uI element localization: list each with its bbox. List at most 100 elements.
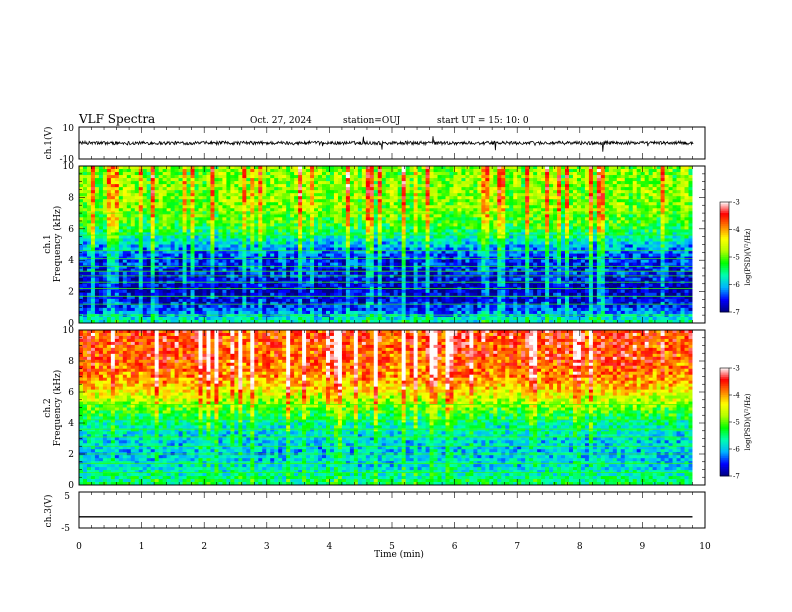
spectrogram-cell bbox=[393, 259, 399, 264]
spectrogram-cell bbox=[110, 217, 116, 221]
spectrogram-cell bbox=[433, 169, 438, 173]
spectrogram-cell bbox=[270, 259, 275, 264]
spectrogram-cell bbox=[246, 181, 251, 185]
spectrogram-cell bbox=[146, 259, 152, 264]
spectrogram-cell bbox=[102, 181, 108, 185]
spectrogram-cell bbox=[90, 181, 96, 185]
spectrogram-cell bbox=[198, 232, 203, 236]
spectrogram-cell bbox=[361, 238, 367, 242]
spectrogram-cell bbox=[672, 193, 677, 197]
spectrogram-cell bbox=[592, 202, 598, 206]
spectrogram-cell bbox=[202, 232, 207, 236]
spectrogram-cell bbox=[449, 190, 454, 194]
spectrogram-cell bbox=[186, 244, 191, 248]
spectrogram-cell bbox=[130, 193, 136, 197]
spectrogram-cell bbox=[94, 175, 100, 179]
spectrogram-cell bbox=[425, 214, 430, 218]
spectrogram-cell bbox=[517, 244, 522, 248]
spectrogram-cell bbox=[146, 247, 152, 251]
spectrogram-cell bbox=[553, 238, 558, 242]
spectrogram-cell bbox=[254, 220, 259, 224]
spectrogram-cell bbox=[345, 223, 351, 227]
spectrogram-cell bbox=[437, 244, 442, 248]
spectrogram-cell bbox=[314, 259, 319, 264]
spectrogram-cell bbox=[122, 172, 128, 176]
spectrogram-cell bbox=[636, 244, 642, 248]
spectrogram-cell bbox=[421, 223, 426, 227]
spectrogram-cell bbox=[505, 208, 510, 212]
spectrogram-cell bbox=[648, 217, 654, 221]
spectrogram-cell bbox=[102, 235, 108, 239]
spectrogram-cell bbox=[222, 181, 227, 185]
spectrogram-cell bbox=[537, 226, 542, 230]
spectrogram-cell bbox=[373, 181, 379, 185]
spectrogram-cell bbox=[385, 241, 391, 245]
spectrogram-cell bbox=[465, 217, 470, 221]
spectrogram-cell bbox=[572, 217, 578, 221]
spectrogram-cell bbox=[672, 229, 677, 233]
spectrogram-cell bbox=[501, 232, 506, 236]
spectrogram-cell bbox=[134, 202, 140, 206]
spectrogram-cell bbox=[106, 220, 112, 224]
spectrogram-cell bbox=[421, 235, 426, 239]
spectrogram-cell bbox=[624, 169, 630, 173]
spectrogram-cell bbox=[110, 238, 116, 242]
spectrogram-cell bbox=[505, 232, 510, 236]
spectrogram-cell bbox=[134, 217, 140, 221]
spectrogram-cell bbox=[389, 214, 395, 218]
spectrogram-cell bbox=[186, 259, 191, 264]
spectrogram-cell bbox=[640, 250, 646, 254]
spectrogram-cell bbox=[154, 253, 160, 257]
spectrogram-cell bbox=[278, 229, 283, 233]
spectrogram-cell bbox=[628, 220, 634, 224]
spectrogram-cell bbox=[477, 232, 482, 236]
spectrogram-cell bbox=[525, 196, 530, 200]
spectrogram-cell bbox=[393, 238, 399, 242]
spectrogram-cell bbox=[182, 220, 187, 224]
spectrogram-cell bbox=[345, 199, 351, 203]
spectrogram-cell bbox=[397, 169, 403, 173]
spectrogram-cell bbox=[258, 214, 263, 218]
spectrogram-cell bbox=[489, 196, 494, 200]
spectrogram-cell bbox=[561, 181, 566, 185]
spectrogram-cell bbox=[106, 199, 112, 203]
spectrogram-cell bbox=[353, 172, 359, 176]
spectrogram-cell bbox=[676, 193, 681, 197]
spectrogram-cell bbox=[620, 253, 626, 257]
spectrogram-cell bbox=[79, 259, 84, 264]
spectrogram-cell bbox=[138, 208, 144, 212]
spectrogram-cell bbox=[234, 184, 239, 188]
spectrogram-cell bbox=[608, 181, 614, 185]
spectrogram-cell bbox=[660, 214, 665, 218]
spectrogram-cell bbox=[294, 202, 299, 206]
spectrogram-cell bbox=[325, 241, 331, 245]
spectrogram-cell bbox=[557, 190, 562, 194]
spectrogram-cell bbox=[333, 220, 339, 224]
spectrogram-cell bbox=[541, 166, 546, 170]
spectrogram-cell bbox=[493, 229, 498, 233]
spectrogram-cell bbox=[596, 214, 602, 218]
spectrogram-cell bbox=[477, 190, 482, 194]
spectrogram-cell bbox=[449, 172, 454, 176]
spectrogram-cell bbox=[329, 184, 335, 188]
spectrogram-cell bbox=[349, 178, 355, 182]
spectrogram-cell bbox=[190, 253, 195, 257]
spectrogram-cell bbox=[377, 166, 383, 170]
spectrogram-cell bbox=[684, 187, 689, 191]
spectrogram-cell bbox=[79, 232, 84, 236]
spectrogram-cell bbox=[477, 172, 482, 176]
spectrogram-cell bbox=[652, 199, 658, 203]
spectrogram-cell bbox=[230, 238, 235, 242]
spectrogram-cell bbox=[561, 169, 566, 173]
spectrogram-cell bbox=[150, 199, 156, 203]
spectrogram-cell bbox=[401, 169, 407, 173]
spectrogram-cell bbox=[230, 241, 235, 245]
spectrogram-cell bbox=[262, 238, 267, 242]
spectrogram-cell bbox=[684, 253, 689, 257]
spectrogram-cell bbox=[632, 166, 638, 170]
spectrogram-cell bbox=[413, 232, 419, 236]
spectrogram-cell bbox=[341, 214, 347, 218]
spectrogram-cell bbox=[138, 172, 144, 176]
spectrogram-cell bbox=[680, 208, 685, 212]
spectrogram-cell bbox=[361, 241, 367, 245]
